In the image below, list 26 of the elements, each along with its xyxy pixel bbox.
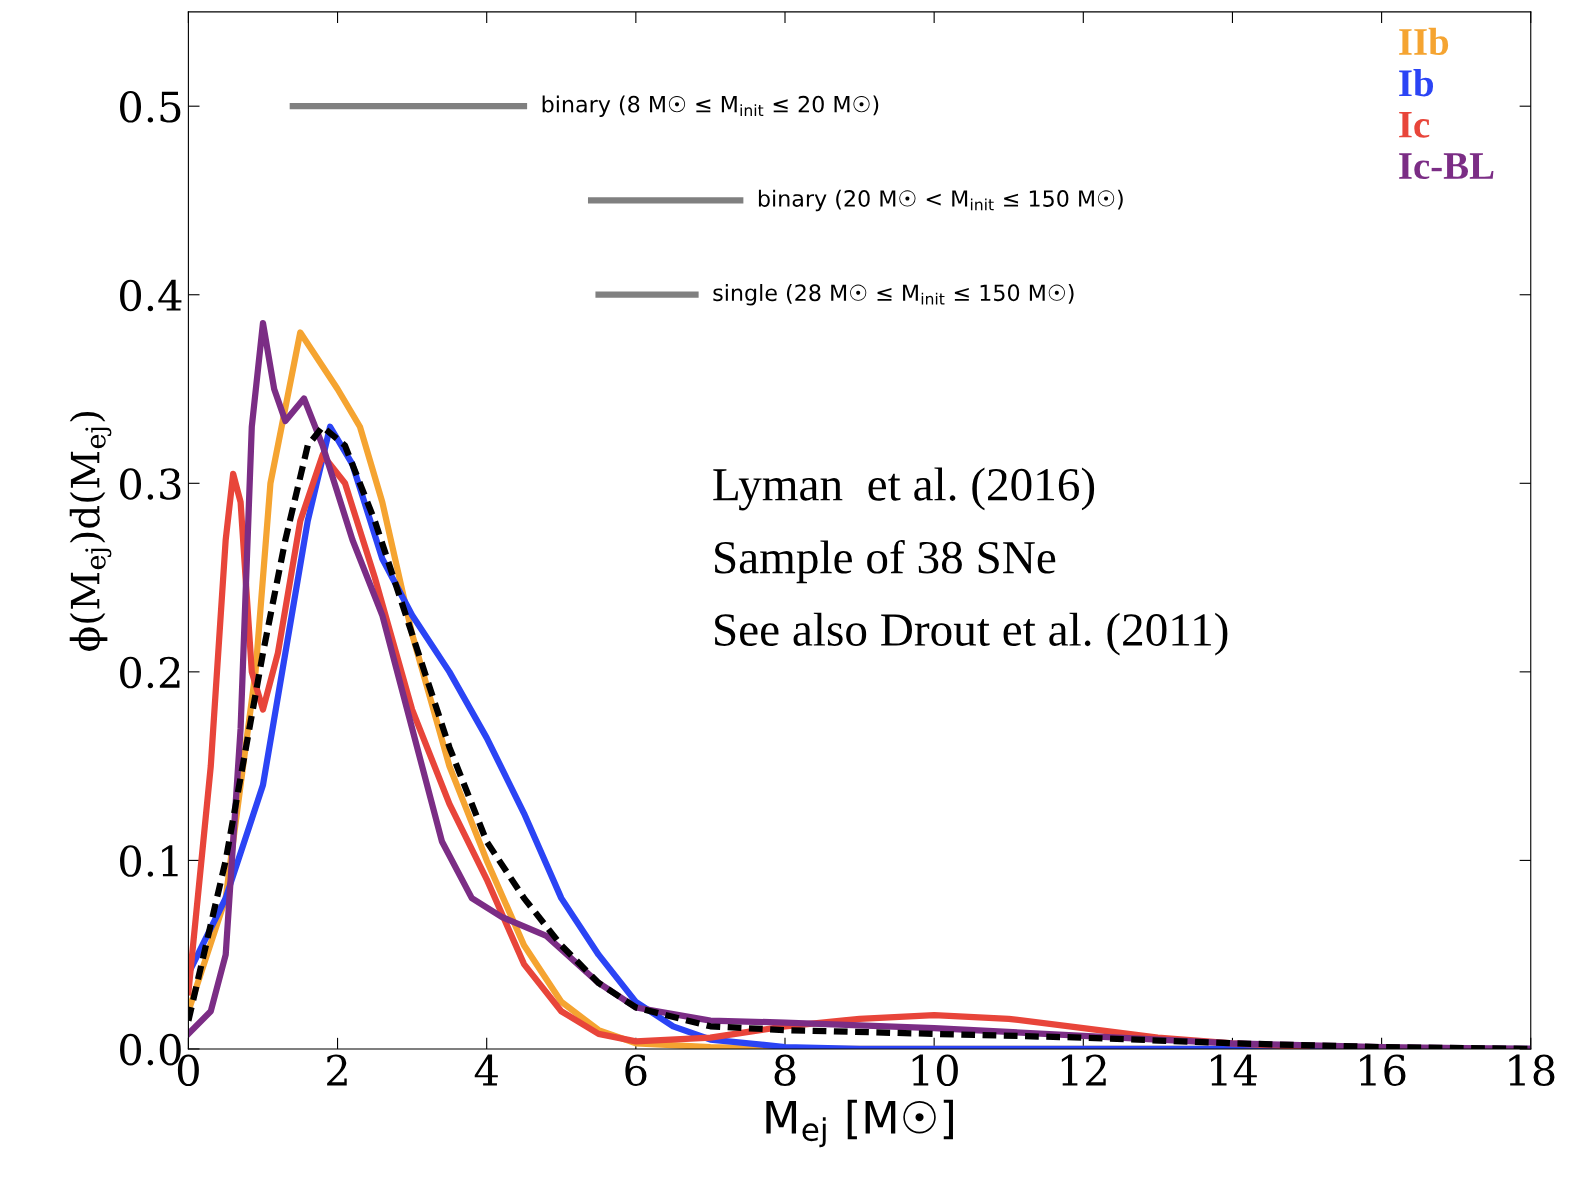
y-axis-title: ϕ(M$_{ej}$)d(M$_{ej}$) [69, 411, 112, 651]
x-axis-title: M$_{ej}$ [M☉] [766, 1099, 953, 1148]
x-tick-label: 2 [327, 1054, 347, 1086]
x-tick-label: 16 [1360, 1054, 1406, 1087]
x-tick-label: 14 [1211, 1054, 1257, 1086]
x-tick-label: 4 [474, 1054, 498, 1086]
y-tick-label: 0.4 [120, 279, 182, 312]
y-tick-label: 0.2 [120, 656, 180, 689]
series-label: binary (20 M☉ < M$_{init}$ ≤ 150 M☉) [758, 189, 1123, 212]
x-tick-label: 10 [912, 1054, 958, 1087]
text: Ic [1399, 111, 1430, 138]
y-tick-label: 0.3 [120, 468, 181, 500]
annotation: See also Drout et al. (2011) [715, 612, 1228, 656]
text: IIb [1399, 27, 1449, 56]
series-label: binary (8 M☉ ≤ M$_{init}$ ≤ 20 M☉) [542, 95, 879, 117]
x-tick-label: 12 [1061, 1054, 1106, 1086]
annotation: Lyman et al. (2016) [713, 467, 1095, 511]
x-tick-label: 6 [625, 1054, 647, 1087]
y-tick-label: 0.5 [120, 91, 181, 123]
x-tick-label: 18 [1509, 1054, 1555, 1087]
annotation: Sample of 38 SNe [715, 539, 1056, 584]
text: Ic-BL [1399, 153, 1494, 180]
series-label: single (28 M☉ ≤ M$_{init}$ ≤ 150 M☉) [713, 283, 1074, 306]
text: Ib [1399, 69, 1434, 97]
y-tick-label: 0.1 [120, 845, 178, 877]
x-tick-label: 8 [774, 1054, 796, 1087]
